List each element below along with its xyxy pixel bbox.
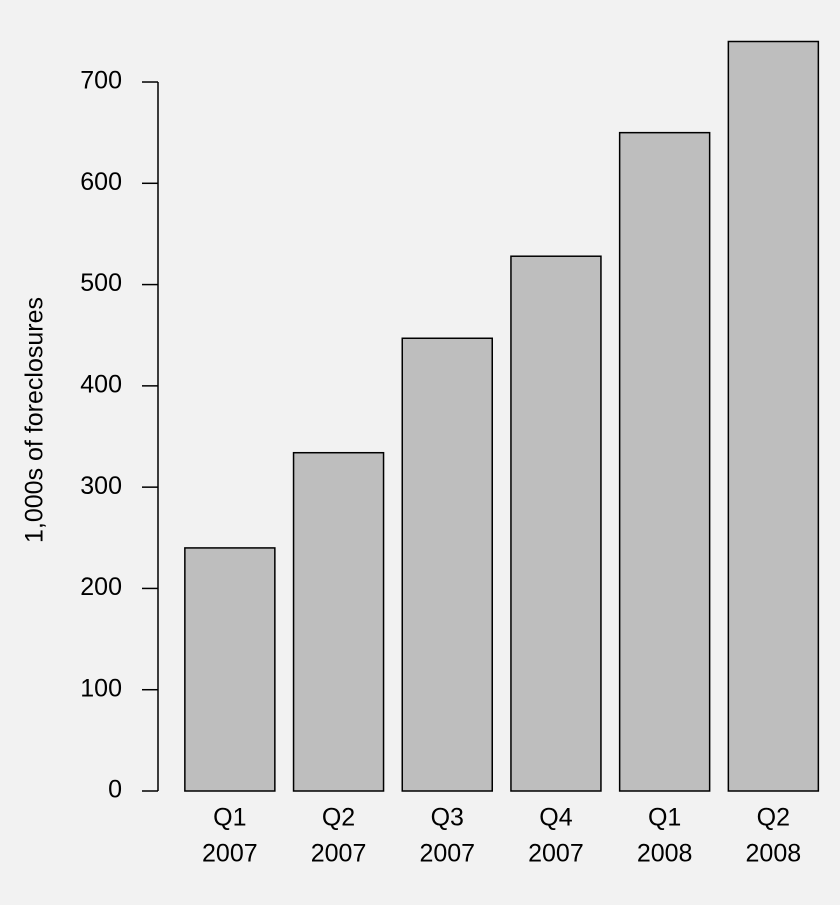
x-tick-label: 2008 [637, 840, 693, 868]
x-tick-label: Q1 [648, 804, 681, 832]
x-tick-label: 2007 [202, 840, 258, 868]
bar [184, 547, 276, 792]
x-tick-label: Q1 [213, 804, 246, 832]
y-tick-label: 100 [80, 674, 122, 702]
y-tick-label: 200 [80, 573, 122, 601]
y-tick-label: 500 [80, 269, 122, 297]
bar [727, 40, 820, 792]
x-tick-label: 2007 [419, 840, 475, 868]
x-tick-label: Q4 [539, 804, 572, 832]
y-tick-label: 400 [80, 370, 122, 398]
x-tick-label: 2007 [311, 840, 367, 868]
y-tick-label: 600 [80, 168, 122, 196]
bar [292, 451, 385, 792]
bar [401, 337, 493, 792]
y-tick-label: 300 [80, 472, 122, 500]
x-tick-label: Q3 [431, 804, 464, 832]
x-tick-label: Q2 [322, 804, 355, 832]
x-tick-label: Q2 [757, 804, 790, 832]
x-tick-label: 2008 [746, 840, 802, 868]
y-tick-label: 700 [80, 67, 122, 95]
y-axis-label: 1,000s of foreclosures [21, 297, 49, 543]
bar [510, 255, 602, 792]
y-tick-label: 0 [108, 776, 122, 804]
bar [618, 131, 711, 792]
x-tick-label: 2007 [528, 840, 584, 868]
